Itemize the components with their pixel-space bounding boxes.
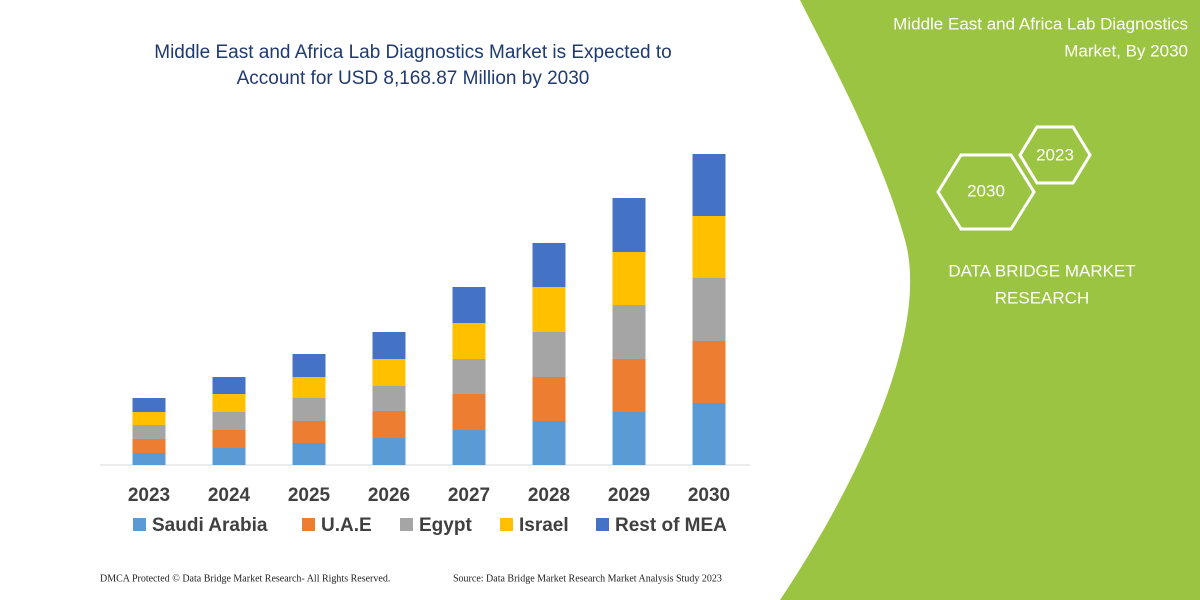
bar-segment: [692, 403, 726, 465]
bar-segment: [212, 377, 246, 394]
bar-segment: [372, 386, 406, 411]
legend-swatch: [133, 518, 146, 531]
bar-segment: [212, 412, 246, 430]
bar-segment: [132, 439, 166, 453]
bar-segment: [292, 354, 326, 377]
bar-segment: [212, 448, 246, 465]
bar-segment: [452, 287, 486, 323]
bar-segment: [612, 305, 646, 359]
hexagon: [936, 153, 1036, 231]
legend-label: Egypt: [419, 515, 472, 536]
legend-swatch: [500, 518, 513, 531]
brand: DATA BRIDGE MARKET: [948, 261, 1135, 280]
legend-swatch: [400, 518, 413, 531]
x-tick-label: 2029: [608, 485, 650, 506]
legend-label: U.A.E: [321, 515, 372, 536]
bar-segment: [612, 359, 646, 412]
bar-segment: [452, 394, 486, 430]
bar-segment: [532, 332, 566, 377]
legend-swatch: [596, 518, 609, 531]
bar-segment: [532, 377, 566, 421]
bar-segment: [532, 287, 566, 332]
bar-segment: [372, 332, 406, 359]
bar-segment: [532, 421, 566, 465]
bar-segment: [292, 421, 326, 443]
bar-segment: [612, 252, 646, 305]
x-tick-label: 2024: [208, 485, 251, 506]
chart-title: Middle East and Africa Lab Diagnostics M…: [154, 42, 671, 63]
bar-segment: [132, 398, 166, 412]
hexagon-label: 2023: [1036, 145, 1074, 164]
bar-segment: [612, 198, 646, 252]
x-tick-label: 2027: [448, 485, 490, 506]
brand: RESEARCH: [995, 288, 1089, 307]
bar-segment: [452, 430, 486, 465]
bar-segment: [532, 243, 566, 287]
legend-swatch: [302, 518, 315, 531]
x-tick-label: 2028: [528, 485, 570, 506]
bar-segment: [132, 425, 166, 439]
x-tick-label: 2026: [368, 485, 410, 506]
bar-segment: [212, 430, 246, 448]
x-tick-label: 2030: [688, 485, 730, 506]
footer-left: DMCA Protected © Data Bridge Market Rese…: [100, 573, 390, 584]
footer-right: Source: Data Bridge Market Research Mark…: [453, 573, 722, 584]
bar-segment: [692, 341, 726, 403]
bar-segment: [292, 443, 326, 465]
x-tick-label: 2023: [128, 485, 170, 506]
bar-segment: [692, 154, 726, 216]
bar-segment: [692, 216, 726, 278]
hexagon-label: 2030: [967, 181, 1005, 200]
legend-label: Israel: [519, 515, 569, 536]
bar-segment: [372, 438, 406, 465]
bar-segment: [292, 377, 326, 398]
bar-segment: [132, 453, 166, 465]
bar-segment: [452, 323, 486, 359]
bar-segment: [692, 278, 726, 341]
hexagon: [1018, 125, 1092, 185]
bar-segment: [292, 398, 326, 421]
legend-label: Rest of MEA: [615, 515, 727, 536]
bar-segment: [612, 412, 646, 465]
panel-heading: Middle East and Africa Lab Diagnostics: [893, 14, 1188, 33]
panel-heading: Market, By 2030: [1064, 41, 1188, 60]
bar-segment: [372, 411, 406, 438]
bar-segment: [132, 412, 166, 425]
legend-label: Saudi Arabia: [152, 515, 268, 536]
bar-segment: [372, 359, 406, 386]
chart-title: Account for USD 8,168.87 Million by 2030: [237, 68, 590, 89]
bar-segment: [452, 359, 486, 394]
x-tick-label: 2025: [288, 485, 331, 506]
bar-segment: [212, 394, 246, 412]
green-panel: [780, 0, 1200, 600]
